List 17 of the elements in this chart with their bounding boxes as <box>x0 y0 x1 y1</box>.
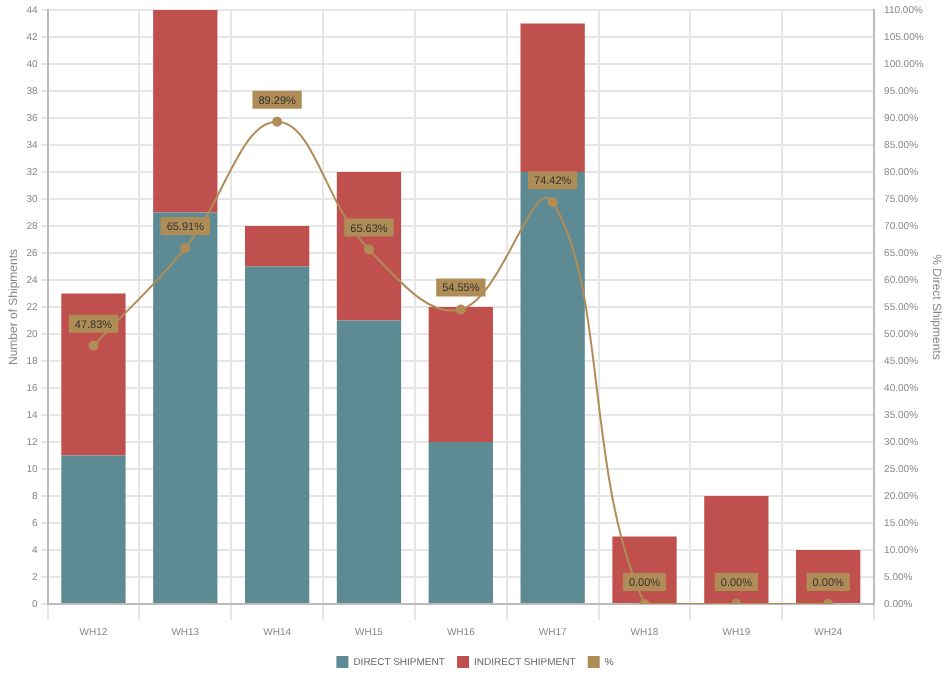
point <box>455 304 466 315</box>
bar <box>704 496 769 603</box>
bar <box>244 266 310 603</box>
bar <box>61 293 126 456</box>
bar <box>336 320 402 603</box>
point <box>88 340 99 351</box>
bar <box>153 10 218 213</box>
point <box>547 197 558 208</box>
bar <box>428 442 493 603</box>
point <box>363 244 374 255</box>
point <box>180 243 191 254</box>
bar <box>244 226 310 267</box>
bar <box>61 455 126 603</box>
bar <box>153 212 218 603</box>
bar <box>520 172 585 603</box>
point <box>272 116 283 127</box>
bar <box>428 307 493 442</box>
